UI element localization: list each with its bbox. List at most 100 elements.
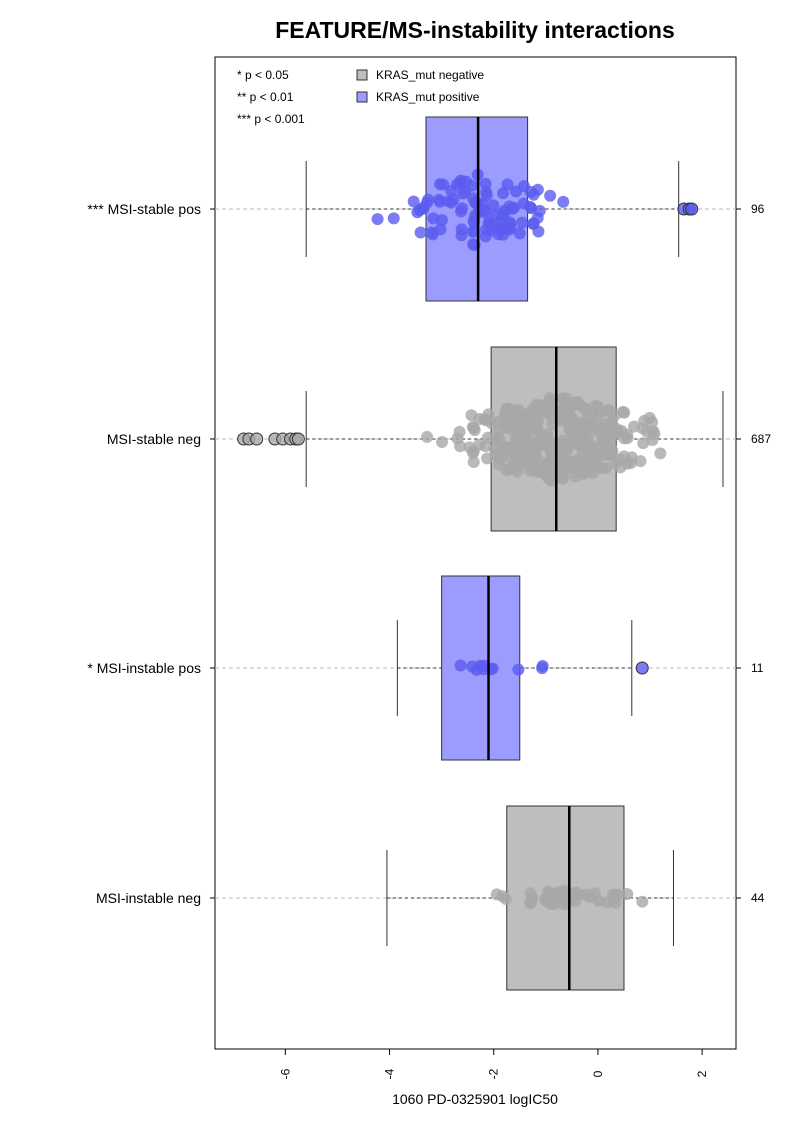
data-point	[511, 465, 524, 478]
data-point	[530, 398, 543, 411]
x-tick-label: 2	[695, 1070, 709, 1077]
plot-frame	[214, 56, 737, 1050]
data-point	[543, 392, 556, 405]
data-point	[541, 456, 554, 469]
data-point	[451, 178, 464, 191]
data-point	[621, 888, 634, 901]
data-point	[490, 888, 503, 901]
data-point	[432, 193, 445, 206]
legend: * p < 0.05 ** p < 0.01 *** p < 0.001 KRAS_m…	[237, 68, 484, 126]
data-point	[535, 466, 548, 479]
data-point	[557, 405, 570, 418]
data-point	[371, 213, 384, 226]
outlier-point	[685, 202, 699, 216]
data-point	[594, 448, 607, 461]
points-layer	[237, 117, 699, 990]
data-point	[459, 185, 472, 198]
data-point	[481, 431, 494, 444]
outlier-point	[250, 432, 264, 446]
data-point	[567, 433, 580, 446]
data-point	[493, 221, 506, 234]
data-point	[581, 418, 594, 431]
outlier-point	[291, 432, 305, 446]
data-point	[646, 434, 659, 447]
data-point	[513, 227, 526, 240]
data-point	[539, 432, 552, 445]
data-point	[480, 189, 493, 202]
data-point	[434, 223, 447, 236]
legend-label: KRAS_mut negative	[376, 68, 484, 82]
outlier-point	[635, 661, 649, 675]
data-point	[420, 196, 433, 209]
data-point	[483, 217, 496, 230]
grid-lines	[215, 208, 736, 899]
data-point	[524, 201, 537, 214]
data-point	[524, 410, 537, 423]
data-point	[576, 447, 589, 460]
data-point	[634, 455, 647, 468]
significance-legend-item: * p < 0.05	[237, 68, 289, 82]
data-point	[617, 450, 630, 463]
data-point	[557, 195, 570, 208]
data-point	[628, 420, 641, 433]
data-point	[435, 214, 448, 227]
group-count: 11	[751, 661, 764, 675]
data-point	[465, 409, 478, 422]
data-point	[485, 417, 498, 430]
data-point	[647, 425, 660, 438]
data-point	[544, 189, 557, 202]
data-point	[387, 212, 400, 225]
data-point	[494, 453, 507, 466]
chart-title: FEATURE/MS-instability interactions	[275, 17, 675, 43]
data-point	[609, 457, 622, 470]
data-point	[479, 206, 492, 219]
group-labels: *** MSI-stable pos 96 MSI-stable neg 687 * M…	[87, 201, 771, 906]
data-point	[436, 436, 449, 449]
data-point	[512, 663, 525, 676]
data-point	[638, 414, 651, 427]
legend-label: KRAS_mut positive	[376, 90, 480, 104]
data-point	[527, 217, 540, 230]
data-point	[558, 898, 571, 911]
data-point	[506, 202, 519, 215]
data-point	[533, 204, 546, 217]
data-point	[455, 205, 468, 218]
x-axis: -6 -4 -2 0 2	[210, 208, 741, 1079]
data-point	[479, 177, 492, 190]
data-point	[579, 465, 592, 478]
data-point	[607, 888, 620, 901]
data-point	[557, 472, 570, 485]
x-tick-label: -2	[487, 1068, 501, 1079]
data-point	[501, 178, 514, 191]
data-point	[467, 225, 480, 238]
group-label: MSI-instable neg	[96, 890, 201, 906]
x-tick-label: 0	[591, 1070, 605, 1077]
data-point	[467, 446, 480, 459]
data-point	[515, 216, 528, 229]
data-point	[455, 229, 468, 242]
data-point	[509, 185, 522, 198]
data-point	[585, 408, 598, 421]
legend-swatch	[356, 69, 368, 81]
data-point	[473, 438, 486, 451]
data-point	[454, 659, 467, 672]
data-point	[421, 430, 434, 443]
data-point	[603, 433, 616, 446]
data-point	[525, 895, 538, 908]
data-point	[611, 423, 624, 436]
data-point	[654, 447, 667, 460]
data-point	[487, 199, 500, 212]
data-point	[571, 395, 584, 408]
data-point	[568, 416, 581, 429]
x-axis-label: 1060 PD-0325901 logIC50	[392, 1091, 558, 1107]
group-count: 96	[751, 202, 765, 216]
data-point	[467, 421, 480, 434]
x-tick-label: -4	[383, 1068, 397, 1079]
data-point	[411, 206, 424, 219]
x-tick-label: -6	[278, 1068, 292, 1079]
data-point	[568, 887, 581, 900]
data-point	[637, 437, 650, 450]
data-point	[467, 455, 480, 468]
group-count: 687	[751, 432, 771, 446]
